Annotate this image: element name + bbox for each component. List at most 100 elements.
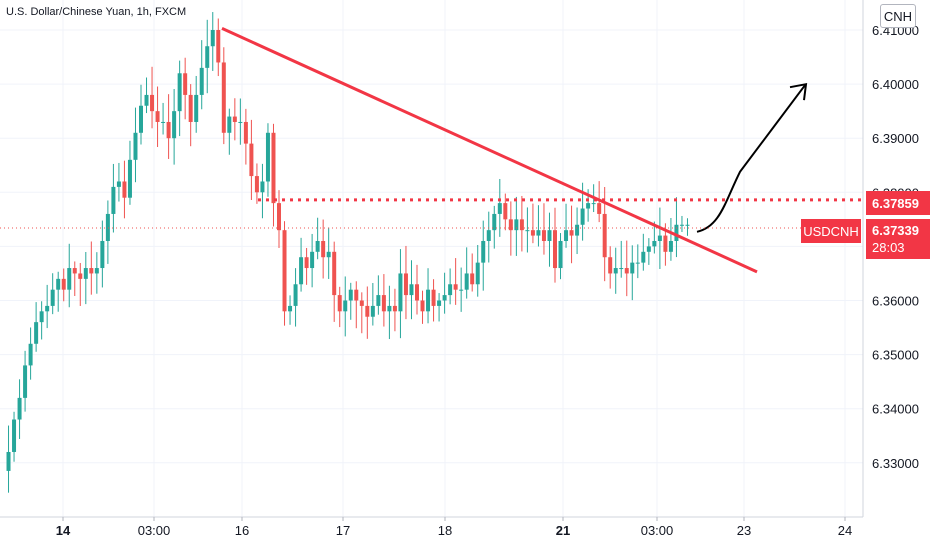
candle-body — [481, 240, 486, 263]
candle-body — [56, 278, 61, 290]
candle-body — [403, 273, 408, 296]
candle-body — [431, 289, 436, 306]
candle-body — [575, 224, 580, 236]
time-axis[interactable]: 14 03:00 16 17 18 21 03:00 23 24 — [56, 517, 852, 538]
candle-body — [343, 300, 348, 312]
price-tick-label: 6.40000 — [872, 77, 919, 92]
candle-body — [486, 230, 491, 241]
candle-body — [265, 132, 270, 182]
candle-body — [172, 111, 177, 139]
candle-body — [475, 262, 480, 285]
candle-body — [674, 224, 679, 241]
time-tick-label: 17 — [336, 523, 350, 538]
candle-body — [28, 343, 33, 366]
candle-body — [387, 305, 392, 312]
candle-body — [227, 116, 232, 133]
candle-body — [39, 311, 44, 323]
candle-body — [332, 251, 337, 296]
projection-arrow — [696, 84, 806, 233]
candle-body — [122, 181, 127, 198]
candle-body — [657, 235, 662, 241]
candle-body — [668, 240, 673, 252]
candle-body — [50, 289, 55, 306]
candle-body — [685, 224, 690, 226]
candle-body — [144, 94, 149, 106]
candle-body — [525, 230, 530, 232]
candle-body — [492, 213, 497, 231]
candle-body — [116, 181, 121, 187]
candle-body — [288, 305, 293, 312]
time-tick-label: 16 — [235, 523, 249, 538]
time-tick-label: 21 — [556, 523, 570, 538]
candle-body — [558, 240, 563, 269]
candle-body — [23, 365, 28, 398]
candle-body — [536, 230, 541, 236]
candle-body — [199, 67, 204, 95]
chart-grid — [0, 0, 863, 517]
candle-body — [381, 295, 386, 312]
candle-body — [580, 208, 585, 225]
price-tick-label: 6.36000 — [872, 294, 919, 309]
candle-body — [365, 305, 370, 317]
candle-body — [133, 132, 138, 160]
candle-body — [646, 246, 651, 252]
candle-body — [34, 322, 39, 344]
instrument-title: U.S. Dollar/Chinese Yuan, 1h, FXCM — [6, 6, 187, 18]
trendline — [221, 27, 758, 274]
candle-body — [161, 121, 166, 123]
candle-body — [464, 273, 469, 290]
candle-body — [337, 295, 342, 312]
candle-body — [194, 94, 199, 122]
candle-body — [663, 235, 668, 252]
candle-body — [183, 73, 188, 95]
current-price-tag: 6.37339 28:03 — [866, 219, 930, 259]
candle-body — [497, 203, 502, 214]
candle-body — [67, 268, 72, 290]
candle-body — [111, 186, 116, 214]
candle-body — [321, 240, 326, 258]
candle-body — [564, 230, 569, 241]
price-tick-label: 6.39000 — [872, 131, 919, 146]
time-tick-label: 18 — [438, 523, 452, 538]
candle-body — [155, 111, 160, 122]
candle-body — [150, 94, 155, 112]
candle-body — [310, 251, 315, 269]
candle-body — [210, 30, 215, 47]
candle-body — [597, 203, 602, 214]
candle-body — [315, 240, 320, 252]
candle-body — [453, 284, 458, 290]
candle-body — [232, 116, 237, 122]
candle-body — [260, 181, 265, 193]
level-price-tag: 6.37859 — [866, 191, 930, 215]
candle-body — [679, 224, 684, 226]
candle-body — [177, 73, 182, 112]
candle-body — [409, 284, 414, 296]
candle-body — [293, 284, 298, 306]
candle-body — [530, 230, 535, 236]
candle-body — [238, 121, 243, 123]
candle-body — [392, 305, 397, 312]
candle-body — [100, 240, 105, 269]
candle-body — [591, 203, 596, 205]
candle-body — [166, 121, 171, 139]
candle-body — [254, 176, 259, 193]
currency-button[interactable]: CNH — [880, 4, 916, 28]
candle-body — [514, 219, 519, 231]
candle-body — [304, 257, 309, 269]
candle-body — [221, 62, 226, 133]
candle-body — [348, 289, 353, 301]
candle-body — [541, 230, 546, 241]
symbol-tag: USDCNH — [801, 219, 861, 243]
candle-body — [216, 30, 221, 63]
candle-body — [442, 295, 447, 301]
candle-body — [415, 284, 419, 301]
time-tick-label: 23 — [737, 523, 751, 538]
candle-body — [376, 295, 381, 306]
candle-body — [553, 230, 557, 269]
candle-body — [569, 230, 574, 236]
candle-body — [437, 300, 442, 306]
candle-body — [547, 230, 552, 241]
candle-body — [89, 268, 94, 274]
candle-body — [652, 240, 657, 247]
